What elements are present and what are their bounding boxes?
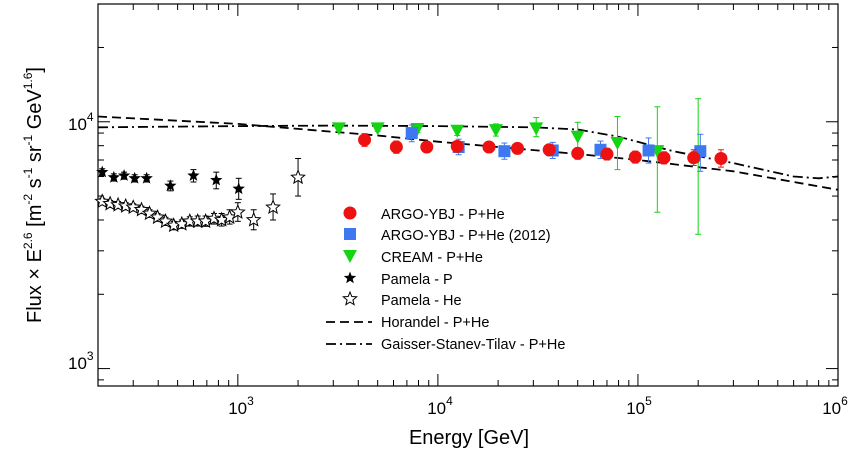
data-point-star-open xyxy=(342,290,358,306)
legend-label: ARGO-YBJ - P+He xyxy=(381,207,505,223)
data-point-star xyxy=(164,179,177,192)
legend-label: CREAM - P+He xyxy=(381,250,483,266)
x-tick-label: 104 xyxy=(427,394,453,418)
data-point-circle xyxy=(600,147,614,161)
legend-label: Horandel - P+He xyxy=(381,315,489,331)
data-point-circle xyxy=(628,150,642,164)
data-point-circle xyxy=(571,146,585,160)
data-point-circle xyxy=(389,140,403,154)
x-tick-label: 103 xyxy=(228,394,254,418)
data-point-triangle xyxy=(331,122,346,136)
data-point-star-open xyxy=(290,169,306,185)
data-point-triangle xyxy=(450,124,465,138)
data-point-star-open xyxy=(117,197,134,213)
data-point-star xyxy=(343,271,357,284)
data-point-square xyxy=(642,144,655,157)
data-point-star xyxy=(117,169,131,181)
data-point-circle xyxy=(482,140,496,154)
data-point-circle xyxy=(687,151,701,165)
data-points xyxy=(94,98,728,235)
x-tick-labels: 103 104 105 106 xyxy=(228,394,848,418)
legend: ARGO-YBJ - P+He ARGO-YBJ - P+He (2012) C… xyxy=(326,206,565,353)
y-tick-label: 104 xyxy=(68,110,94,134)
y-tick-labels: 104 103 xyxy=(68,110,94,373)
data-point-star xyxy=(232,182,245,195)
data-point-star-open xyxy=(206,210,222,226)
data-point-triangle xyxy=(610,137,625,151)
data-point-triangle xyxy=(529,122,544,136)
data-point-circle xyxy=(358,133,372,147)
data-point-star xyxy=(96,165,109,178)
data-point-circle xyxy=(510,141,524,155)
data-point-triangle xyxy=(343,250,357,263)
data-point-circle xyxy=(542,143,556,157)
data-point-square xyxy=(405,127,418,140)
data-point-star-open xyxy=(133,201,150,217)
legend-label: ARGO-YBJ - P+He (2012) xyxy=(381,228,551,244)
legend-label: Pamela - P xyxy=(381,272,453,288)
data-point-circle xyxy=(657,151,671,165)
model-curves xyxy=(97,115,839,191)
data-point-star-open xyxy=(157,212,174,229)
data-point-star-open xyxy=(102,195,119,211)
y-axis-label: Flux × E2.6 [m-2 s-1 sr-1 GeV1.6] xyxy=(21,67,46,323)
data-point-square xyxy=(344,228,356,240)
data-point-triangle xyxy=(488,124,503,138)
y-tick-label: 103 xyxy=(68,349,94,373)
data-point-star-open xyxy=(125,199,142,215)
x-tick-label: 106 xyxy=(822,394,848,418)
data-point-star-open xyxy=(265,199,281,215)
data-point-star-open xyxy=(229,203,246,219)
data-point-circle xyxy=(343,206,357,220)
data-point-triangle xyxy=(570,130,585,144)
data-point-star-open xyxy=(110,196,126,212)
data-point-star xyxy=(187,169,200,181)
legend-label: Gaisser-Stanev-Tilav - P+He xyxy=(381,337,565,353)
model-curve-dashed xyxy=(97,115,839,191)
data-point-square xyxy=(498,145,511,158)
data-point-triangle xyxy=(370,122,385,136)
data-point-star xyxy=(140,171,153,184)
data-point-star xyxy=(107,170,120,183)
data-point-circle xyxy=(420,140,434,154)
x-axis-label: Energy [GeV] xyxy=(409,427,529,449)
data-point-circle xyxy=(450,139,464,153)
plot-frame xyxy=(97,3,839,387)
data-point-star-open xyxy=(245,211,262,227)
model-curve-dashdot xyxy=(97,124,839,180)
legend-label: Pamela - He xyxy=(381,293,462,309)
data-point-star xyxy=(128,171,141,184)
x-tick-label: 105 xyxy=(626,394,652,418)
data-point-circle xyxy=(714,151,728,165)
data-point-star xyxy=(210,173,223,186)
